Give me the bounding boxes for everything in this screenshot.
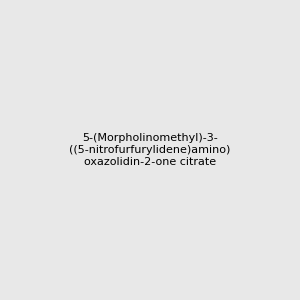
Text: 5-(Morpholinomethyl)-3-
((5-nitrofurfurylidene)amino)
oxazolidin-2-one citrate: 5-(Morpholinomethyl)-3- ((5-nitrofurfury… [69,134,231,166]
